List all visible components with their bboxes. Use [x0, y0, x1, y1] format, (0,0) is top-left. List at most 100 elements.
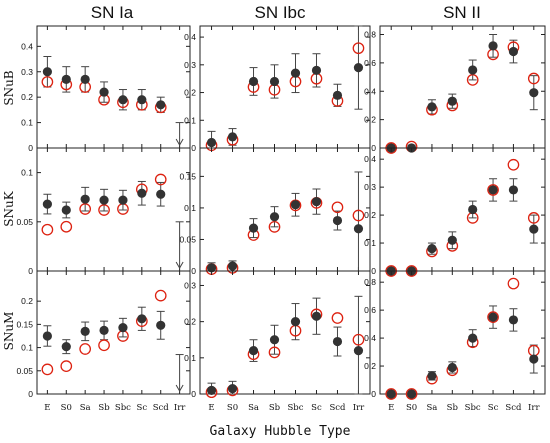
- predicted-rate-point: [98, 339, 110, 352]
- measured-rate-point: [386, 389, 396, 399]
- panel-frame: [379, 147, 546, 272]
- panel-frame: [36, 270, 191, 395]
- measured-rate-point: [332, 90, 343, 100]
- x-category-label: S0: [227, 403, 238, 413]
- measured-rate-point: [508, 315, 519, 325]
- predicted-rate-point: [79, 343, 92, 355]
- measured-rate-point: [353, 62, 364, 73]
- measured-rate-point: [137, 95, 147, 105]
- x-category-label: E: [208, 403, 214, 413]
- predicted-rate-point: [154, 289, 167, 302]
- measured-rate-point: [468, 204, 478, 215]
- measured-rate-point: [227, 261, 238, 271]
- measured-rate-point: [61, 205, 71, 215]
- y-tick-label: 0.1: [21, 168, 33, 178]
- x-category-label: Scd: [153, 403, 170, 413]
- x-category-label: Sc: [488, 403, 499, 413]
- predicted-rate-point: [527, 212, 540, 224]
- measured-rate-point: [248, 223, 259, 233]
- predicted-rate-point: [487, 184, 499, 196]
- y-tick-label: 0.2: [364, 361, 376, 371]
- y-tick-label: 0.4: [184, 32, 196, 42]
- predicted-rate-point: [385, 388, 398, 400]
- predicted-rate-point: [466, 74, 479, 86]
- y-tick-label: 0.2: [21, 92, 33, 102]
- panel-frame: [36, 147, 191, 272]
- predicted-rate-point: [507, 158, 520, 171]
- y-tick-label: 0.2: [21, 296, 33, 306]
- x-category-label: Scd: [505, 403, 522, 413]
- x-category-label: E: [388, 403, 394, 413]
- x-category-label: Sb: [447, 403, 459, 413]
- measured-rate-point: [447, 96, 457, 106]
- panel-1-1: 0 0.1 0.2 0.3 0.4: [21, 25, 191, 153]
- y-tick-label: 0: [191, 266, 196, 276]
- y-tick-label: 0: [371, 389, 376, 399]
- measured-rate-point: [80, 326, 90, 336]
- x-category-label: S0: [61, 403, 72, 413]
- measured-rate-point: [118, 95, 128, 105]
- y-tick-label: 0.15: [179, 171, 196, 181]
- y-tick-label: 0.2: [364, 115, 376, 125]
- y-tick-label: 0.1: [184, 353, 196, 363]
- measured-rate-point: [427, 371, 437, 381]
- predicted-rate-point: [60, 220, 73, 233]
- measured-rate-point: [468, 65, 478, 75]
- measured-rate-point: [80, 74, 90, 84]
- measured-rate-point: [206, 263, 217, 273]
- measured-rate-point: [99, 325, 109, 336]
- y-tick-label: 0.1: [21, 118, 33, 128]
- measured-rate-point: [248, 76, 259, 87]
- upper-limit-arrowhead: [175, 384, 184, 392]
- y-tick-label: 0.1: [184, 203, 196, 213]
- y-tick-label: 0.3: [184, 60, 196, 70]
- predicted-rate-point: [79, 203, 92, 215]
- x-axis-label: Galaxy Hubble Type: [210, 424, 351, 439]
- panel-3-3: 0 0.2 0.4 0.6 0.8 E S0 Sa Sb Sbc Sc Scd Irr: [364, 270, 546, 413]
- y-tick-label: 0.4: [364, 333, 376, 343]
- panel-2-1: 0 0.05 0.1: [16, 147, 191, 276]
- measured-rate-point: [529, 354, 539, 364]
- measured-rate-point: [488, 41, 498, 51]
- measured-rate-point: [508, 185, 519, 195]
- x-category-label: Irr: [174, 403, 186, 413]
- column-title-sn-ia: SN Ia: [91, 3, 134, 22]
- measured-rate-point: [406, 389, 417, 399]
- predicted-rate-point: [154, 173, 167, 186]
- y-tick-label: 0.8: [364, 30, 376, 40]
- measured-rate-point: [311, 65, 322, 75]
- y-tick-label: 0: [28, 143, 33, 153]
- measured-rate-point: [80, 194, 90, 204]
- measured-rate-point: [118, 323, 128, 333]
- y-tick-label: 0.05: [16, 217, 33, 227]
- measured-rate-point: [332, 336, 343, 347]
- x-category-label: Sa: [426, 403, 437, 413]
- y-tick-label: 0.15: [16, 319, 33, 329]
- predicted-rate-point: [60, 360, 73, 373]
- y-tick-label: 0: [191, 389, 196, 399]
- panel-frame: [199, 25, 371, 149]
- measured-rate-point: [137, 188, 147, 198]
- predicted-rate-point: [331, 201, 344, 214]
- row-label-snub: SNuB: [2, 70, 16, 105]
- predicted-rate-point: [352, 42, 365, 55]
- y-tick-label: 0.05: [179, 234, 196, 244]
- y-tick-label: 0: [28, 266, 33, 276]
- y-tick-label: 0.1: [364, 238, 376, 248]
- panel-frame: [199, 270, 371, 395]
- x-category-label: Irr: [353, 403, 365, 413]
- measured-rate-point: [311, 311, 322, 321]
- x-category-label: Sa: [80, 403, 91, 413]
- measured-rate-point: [156, 320, 166, 330]
- predicted-rate-point: [352, 209, 365, 222]
- x-category-label: Sc: [137, 403, 148, 413]
- measured-rate-point: [42, 199, 52, 209]
- measured-rate-point: [42, 331, 52, 341]
- predicted-rate-point: [507, 277, 520, 290]
- x-category-label: Sbc: [115, 403, 131, 413]
- y-tick-label: 0: [371, 266, 376, 276]
- predicted-rate-point: [268, 220, 281, 233]
- x-category-label: Sa: [248, 403, 259, 413]
- x-category-label: Irr: [528, 403, 540, 413]
- measured-rate-point: [290, 68, 301, 78]
